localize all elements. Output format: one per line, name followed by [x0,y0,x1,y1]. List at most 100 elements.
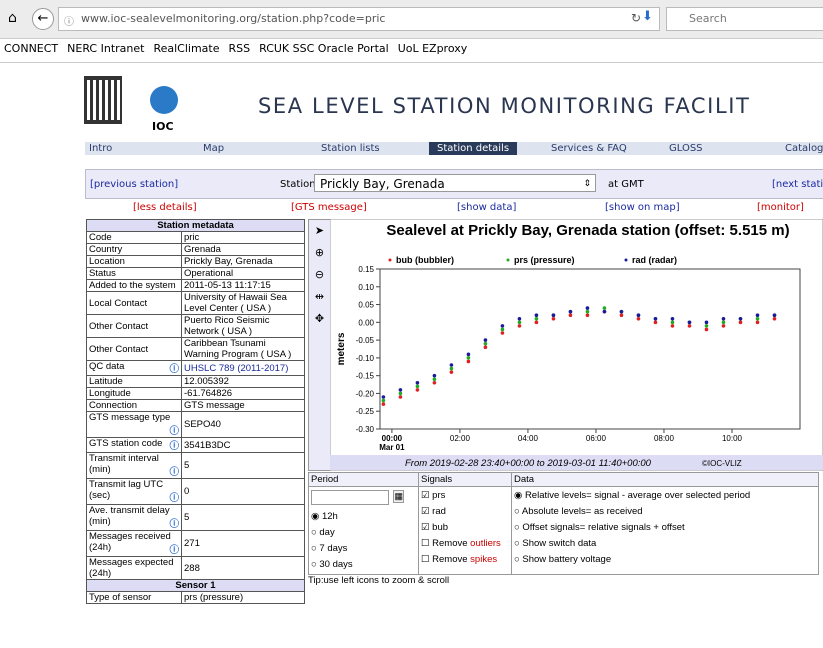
option-control[interactable]: ◉ [514,490,525,501]
zoom-out[interactable]: ⊖ [314,268,325,281]
pan-tool[interactable]: ✥ [314,312,325,325]
link[interactable]: [GTS message] [291,202,367,213]
label-text: Country [89,244,123,255]
nav-item[interactable]: Intro [89,143,113,154]
option-control[interactable]: ☐ [421,538,433,549]
data-point [653,320,658,325]
date-input[interactable]: ▦ [311,490,404,505]
data-point [449,370,454,374]
label-text: Longitude [89,388,131,399]
field-label: Messages received (24h) ⓘ [86,530,182,557]
bookmarks: CONNECT NERC Intranet RealClimate RSS RCUK S… [4,42,467,55]
bookmark[interactable]: RCUK SSC Oracle Portal [259,42,389,55]
chart-tools: ➤ ⊕ ⊖ ⇹ ✥ [308,219,331,471]
field-label: Location [86,255,182,268]
row: Messages expected (24h) 288 [86,556,305,580]
info-icon[interactable]: ⓘ [169,493,179,504]
option-label: 30 days [319,559,353,570]
bookmark[interactable]: CONNECT [4,42,59,55]
nav-item[interactable]: Catalog [785,143,823,154]
link[interactable]: [monitor] [757,202,804,213]
reload[interactable]: ↻ [631,11,642,25]
option-control[interactable]: ○ [514,538,523,549]
option[interactable]: ☑ rad [421,504,509,520]
search-box[interactable]: Search [666,7,823,31]
bookmark[interactable]: RSS [228,42,251,55]
row: Code pric [86,231,305,244]
option[interactable]: ☑ prs [421,488,509,504]
links-row: [less details] [GTS message] [show data] [s… [85,202,823,214]
bookmark[interactable]: NERC Intranet [67,42,145,55]
option-control[interactable]: ☐ [421,554,433,565]
option-control[interactable]: ☑ [421,490,433,501]
next-station[interactable]: [next station [772,179,823,190]
unesco-logo [84,76,122,124]
option-control[interactable]: ○ [311,543,320,554]
option-control[interactable]: ☑ [421,506,433,517]
data-point [755,320,760,325]
bookmark[interactable]: RealClimate [153,42,220,55]
data-point [500,331,505,335]
option[interactable]: ○ 30 days [311,557,416,573]
option-label: prs [432,490,446,501]
link[interactable]: [show on map] [605,202,680,213]
url-bar[interactable]: ⓘ www.ioc-sealevelmonitoring.org/station… [58,7,660,31]
nav-item[interactable]: Services & FAQ [551,143,627,154]
zoom-in[interactable]: ⊕ [314,246,325,259]
option-control[interactable]: ○ [514,554,523,565]
credit: ©IOC-VLIZ [702,459,742,468]
link[interactable]: [show data] [457,202,517,213]
option[interactable]: ☐ Remove outliers [421,536,509,552]
option[interactable]: ○ Show battery voltage [514,552,816,568]
option[interactable]: ☑ bub [421,520,509,536]
option-control[interactable]: ○ [514,522,523,533]
option[interactable]: ◉ 12h [311,509,416,525]
info-icon[interactable]: ⓘ [169,441,179,452]
y-tick-label: -0.25 [356,407,375,416]
previous-station[interactable]: [previous station] [90,179,179,190]
field-value: 0 [181,478,305,505]
info-icon[interactable]: ⓘ [169,519,179,530]
bookmark[interactable]: UoL EZproxy [397,42,468,55]
section-title: Station metadata [86,219,305,232]
y-tick-label: -0.30 [356,425,375,434]
data-point [500,327,505,332]
data-point [738,320,743,325]
data-point [449,363,454,367]
option[interactable]: ○ Offset signals= relative signals + off… [514,520,816,536]
label-text: Type of sensor [89,592,152,603]
fit-tool[interactable]: ⇹ [314,290,325,303]
info-icon[interactable]: ⓘ [169,364,179,375]
pointer-tool[interactable]: ➤ [314,224,325,237]
option-control[interactable]: ○ [514,506,522,517]
info-icon[interactable]: ⓘ [169,467,179,478]
data-point [619,313,624,318]
option[interactable]: ○ 7 days [311,541,416,557]
back-button[interactable]: ← [32,8,54,30]
data-point [772,316,777,321]
nav-item[interactable]: GLOSS [669,143,703,154]
option[interactable]: ○ day [311,525,416,541]
download[interactable]: ⬇ [642,9,653,24]
option-control[interactable]: ◉ [311,511,322,522]
option-highlight: spikes [470,554,498,565]
nav-item[interactable]: Map [203,143,225,154]
option-control[interactable]: ☑ [421,522,433,533]
info-icon[interactable]: ⓘ [169,426,179,437]
option-label: Offset signals= relative signals + offse… [522,522,685,533]
option[interactable]: ○ Show switch data [514,536,816,552]
option[interactable]: ○ Absolute levels= as received [514,504,816,520]
home-button[interactable]: ⌂ [8,10,17,26]
link[interactable]: [less details] [133,202,197,213]
data-point [653,316,658,321]
field-label: Country [86,243,182,256]
nav-item[interactable]: Station lists [321,143,380,154]
option-control[interactable]: ○ [311,559,320,570]
x-tick-label: 08:00 [654,434,675,443]
option[interactable]: ◉ Relative levels= signal - average over… [514,488,816,504]
option[interactable]: ☐ Remove spikes [421,552,509,568]
option-control[interactable]: ○ [311,527,320,538]
info-icon[interactable]: ⓘ [169,545,179,556]
station-select[interactable]: Prickly Bay, Grenada ⇕ [314,174,596,192]
nav-item[interactable]: Station details [429,142,518,155]
